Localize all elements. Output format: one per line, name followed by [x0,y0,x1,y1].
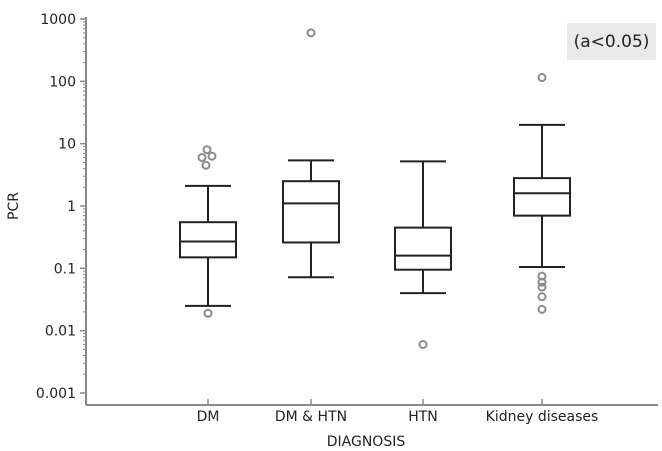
y-tick-label: 1000 [40,12,76,28]
outlier-point [197,152,207,162]
x-tick-label: DM [197,409,220,425]
box-htn [394,160,452,349]
outlier-point [203,308,213,318]
iqr-box [282,180,340,244]
outlier-point [201,160,211,170]
y-axis-title: PCR [6,192,22,220]
y-tick-label: 0.001 [36,386,76,402]
outlier-point [207,151,217,161]
box-series [179,28,571,349]
iqr-box [394,226,452,271]
outlier-point [202,145,212,155]
y-axis-ticks: 0.001 0.01 0.1 1 10 100 1000 [36,12,86,402]
outlier-point [418,339,428,349]
x-tick-label: Kidney diseases [486,409,599,425]
box-dm-htn [282,28,340,279]
y-tick-label: 0.01 [45,324,76,340]
outlier-point [306,28,316,38]
x-axis-ticks: DM DM & HTN HTN Kidney diseases [197,399,599,425]
box-kidney-diseases [513,73,571,314]
x-axis-title: DIAGNOSIS [327,434,406,450]
significance-annotation: (a<0.05) [567,23,656,60]
outlier-point [537,271,547,281]
y-tick-label: 10 [58,137,76,153]
x-tick-label: DM & HTN [275,409,347,425]
y-tick-label: 100 [49,74,76,90]
outlier-point [537,73,547,83]
box-dm [179,145,237,318]
iqr-box [513,177,571,217]
y-tick-label: 1 [67,199,76,215]
iqr-box [179,221,237,259]
outlier-point [537,282,547,292]
x-tick-label: HTN [408,409,438,425]
outlier-point [537,292,547,302]
y-tick-label: 0.1 [54,261,76,277]
outlier-point [537,304,547,314]
